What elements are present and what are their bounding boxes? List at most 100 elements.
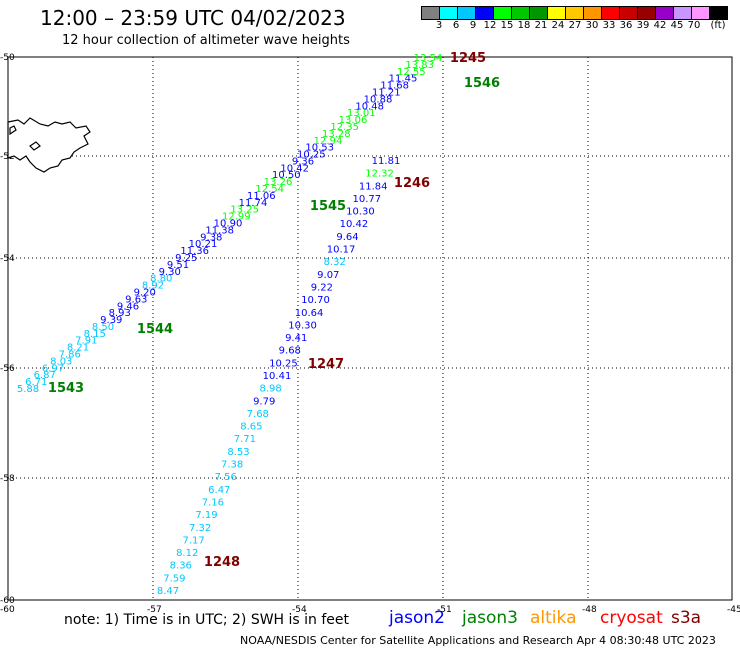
lon-tick-label: -45 [727,605,740,615]
lat-tick-label: -54 [0,254,15,264]
wave-height-value: 13.26 [264,177,293,188]
wave-height-value: 10.41 [263,371,292,382]
map-title: 12:00 – 23:59 UTC 04/02/2023 [40,6,346,30]
color-scale-label: 39 [636,20,650,31]
map-frame [7,56,733,601]
color-scale-labels: 3 6 9 12 15 18 21 24 27 30 33 36 39 42 45 70 (ft) [422,20,740,34]
falkland-islands-outline [7,117,91,173]
wave-height-value: 7.59 [163,573,185,584]
wave-height-value: 8.03 [50,356,72,367]
wave-height-value: 10.25 [297,150,326,161]
color-scale-bar [421,6,728,20]
color-scale-label: 36 [619,20,633,31]
wave-height-value: 10.64 [295,308,324,319]
color-scale-label: 3 [435,20,443,31]
color-scale-label: 12 [483,20,497,31]
wave-height-value: 7.32 [189,523,211,534]
footer-note: note: 1) Time is in UTC; 2) SWH is in fe… [64,612,350,628]
wave-height-value: 10.17 [327,245,356,256]
wave-height-value: 7.71 [234,434,256,445]
wave-height-value: 11.81 [372,156,401,167]
wave-height-value: 12.55 [397,67,426,78]
wave-height-value: 12.99 [222,212,251,223]
wave-height-value: 10.88 [364,94,393,105]
pass-time-label: 1246 [394,176,430,191]
wave-height-value: 6.71 [25,377,47,388]
wave-height-value: 9.79 [253,396,275,407]
wave-height-value: 12.94 [314,136,343,147]
color-scale-label: 6 [452,20,460,31]
color-scale-label: 70 [687,20,701,31]
wave-height-value: 8.21 [67,343,89,354]
lon-tick-label: -54 [292,605,307,615]
color-swatch [709,6,728,20]
wave-height-value: 9.25 [175,253,197,264]
wave-height-value: 7.16 [202,498,224,509]
wave-height-value: 8.12 [176,548,198,559]
wave-height-value: 11.06 [247,191,276,202]
wave-height-value: 9.63 [125,294,147,305]
pass-time-label: 1545 [310,199,346,214]
wave-height-value: 9.46 [117,301,139,312]
wave-height-value: 13.01 [347,108,376,119]
wave-height-value: 9.30 [159,267,181,278]
wave-height-value: 7.38 [221,460,243,471]
wave-height-value: 8.32 [324,257,346,268]
lon-tick-label: -60 [0,605,15,615]
wave-height-value: 12.32 [365,169,394,180]
color-scale-label: 30 [585,20,599,31]
legend-cryosat: cryosat [600,608,663,628]
wave-height-value: 5.88 [17,384,39,395]
wave-height-value: 8.50 [92,322,114,333]
lat-tick-label: -58 [0,474,15,484]
wave-height-value: 11.84 [359,181,388,192]
wave-height-value: 8.93 [109,308,131,319]
lon-tick-label: -48 [582,605,597,615]
lat-tick-label: -52 [0,152,15,162]
lon-tick-label: -57 [147,605,162,615]
lat-tick-label: -50 [0,53,15,63]
wave-height-value: 8.92 [142,281,164,292]
wave-height-value: 9.38 [200,232,222,243]
wave-height-value: 9.36 [292,156,314,167]
wave-height-value: 10.42 [280,163,309,174]
graticule [8,57,732,600]
wave-height-value: 8.15 [84,329,106,340]
wave-height-value: 9.20 [134,288,156,299]
wave-height-value: 10.30 [346,207,375,218]
color-scale-label: 27 [568,20,582,31]
legend-jason3: jason3 [462,608,518,628]
wave-height-value: 13.54 [414,53,443,64]
wave-height-value: 12.54 [255,184,284,195]
pass-time-label: 1248 [204,555,240,570]
wave-height-value: 8.47 [157,586,179,597]
wave-height-value: 8.98 [259,384,281,395]
wave-height-value: 9.39 [100,315,122,326]
color-scale-label: 9 [469,20,477,31]
wave-height-value: 10.30 [288,320,317,331]
color-scale-label: 45 [670,20,684,31]
map-subtitle: 12 hour collection of altimeter wave hei… [62,33,350,48]
wave-height-value: 13.25 [230,205,259,216]
lon-tick-label: -51 [437,605,452,615]
wave-height-value: 11.21 [372,88,401,99]
wave-height-value: 12.35 [330,122,359,133]
wave-height-value: 13.28 [322,129,351,140]
wave-height-value: 9.51 [167,260,189,271]
wave-height-value: 10.77 [352,194,381,205]
wave-height-value: 7.17 [182,535,204,546]
color-scale-label: 42 [653,20,667,31]
wave-height-value: 10.53 [305,143,334,154]
pass-time-label: 1245 [450,51,486,66]
wave-height-value: 7.68 [247,409,269,420]
legend-s3a: s3a [671,608,702,628]
pass-time-labels: 1543 1544 1545 1546 1245 1246 1247 1248 [48,51,500,570]
wave-height-value: 7.56 [215,472,237,483]
pass-time-label: 1544 [137,322,173,337]
wave-height-value: 10.70 [301,295,330,306]
footer-credit: NOAA/NESDIS Center for Satellite Applica… [240,634,716,647]
wave-height-value: 11.45 [389,74,418,85]
color-scale-label: 18 [517,20,531,31]
wave-height-value: 7.86 [59,350,81,361]
